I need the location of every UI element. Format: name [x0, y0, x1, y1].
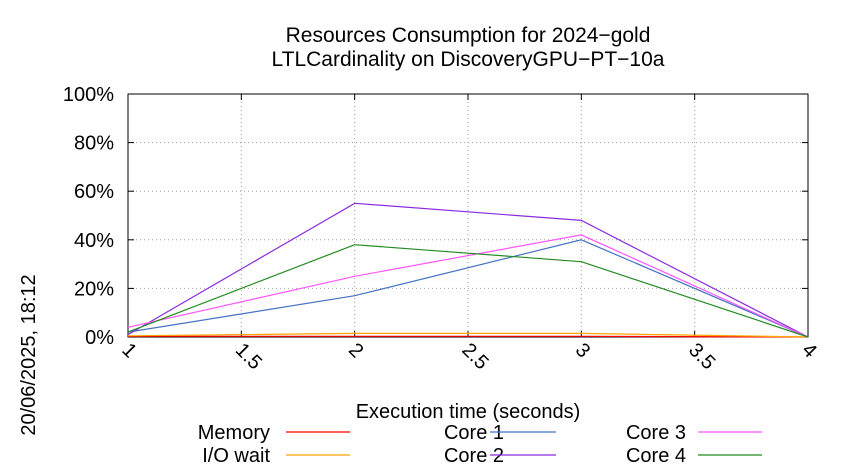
- series-lines: [127, 202, 809, 338]
- x-axis-label: Execution time (seconds): [356, 401, 581, 423]
- y-tick-label: 40%: [74, 230, 114, 252]
- y-tick-label: 60%: [74, 181, 114, 203]
- series-line-memory: [128, 335, 809, 338]
- x-tick-label: 4: [797, 339, 820, 362]
- x-tick-label: 1.5: [231, 339, 266, 374]
- x-tick-label: 1: [117, 339, 140, 362]
- y-tick-labels: 0% 20% 40% 60% 80% 100%: [63, 84, 114, 349]
- legend-label: Core 4: [626, 445, 686, 467]
- x-tick-label: 2: [344, 339, 367, 362]
- legend-label: Memory: [198, 422, 270, 444]
- legend-item: Core 4: [626, 445, 762, 467]
- axes: [127, 93, 809, 338]
- legend-item: Core 2: [444, 445, 556, 467]
- series-line-core-2: [127, 202, 809, 338]
- legend-item: Core 3: [626, 422, 762, 444]
- legend-label: Core 2: [444, 445, 504, 467]
- legend-item: I/O wait: [202, 445, 350, 467]
- x-tick-label: 3: [571, 339, 594, 362]
- legend-label: I/O wait: [202, 445, 270, 467]
- legend-label: Core 3: [626, 422, 686, 444]
- x-tick-labels: 1 1.5 2 2.5 3 3.5 4: [117, 339, 820, 374]
- legend-item: Memory: [198, 422, 350, 444]
- chart-title: Resources Consumption for 2024−gold: [286, 24, 651, 47]
- grid: [128, 94, 808, 337]
- chart-subtitle: LTLCardinality on DiscoveryGPU−PT−10a: [272, 48, 665, 71]
- y-tick-label: 0%: [85, 327, 114, 349]
- series-line-core-3: [127, 234, 809, 338]
- series-line-core-4: [127, 244, 809, 338]
- legend-item: Core 1: [444, 422, 556, 444]
- y-tick-label: 100%: [63, 84, 114, 106]
- y-tick-label: 20%: [74, 278, 114, 300]
- plot-border: [127, 93, 809, 338]
- x-tick-label: 2.5: [457, 339, 492, 374]
- series-line-core-1: [127, 239, 809, 338]
- series-line-i-o-wait: [127, 332, 809, 338]
- y-tick-label: 80%: [74, 133, 114, 155]
- legend-label: Core 1: [444, 422, 504, 444]
- x-tick-label: 3.5: [684, 339, 719, 374]
- timestamp-label: 20/06/2025, 18:12: [18, 274, 40, 435]
